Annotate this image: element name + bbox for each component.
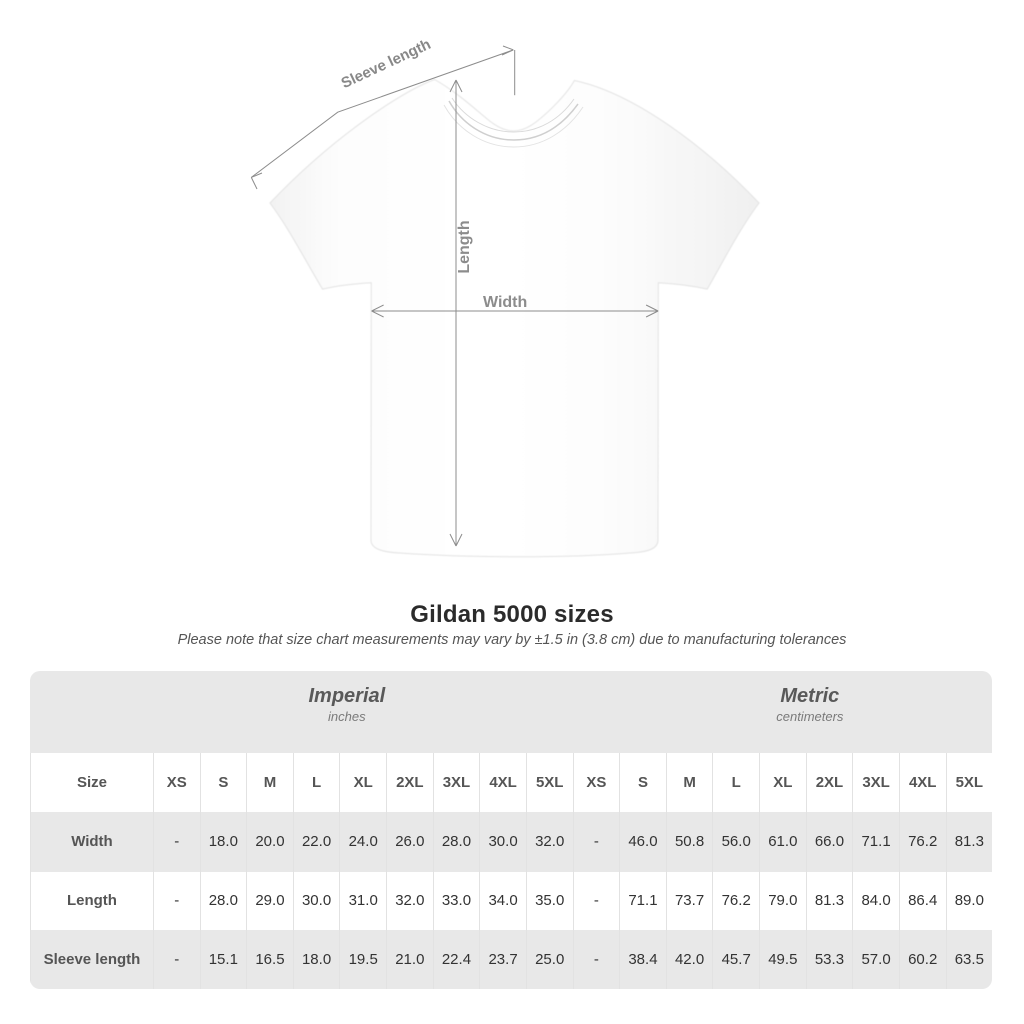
svg-text:Length: Length — [456, 220, 473, 273]
svg-text:Width: Width — [483, 294, 527, 311]
